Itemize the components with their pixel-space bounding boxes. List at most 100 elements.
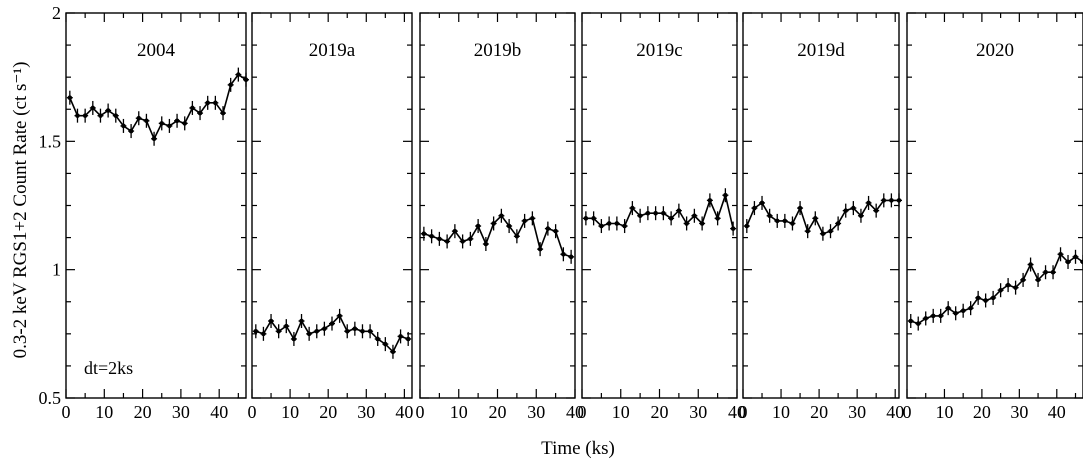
data-point [843,208,849,213]
x-tick-label: 20 [134,402,152,422]
data-point [723,192,728,198]
data-point [1043,269,1048,275]
data-point [243,77,249,83]
data-point [174,118,180,124]
data-point [383,341,388,347]
data-point [812,216,818,221]
data-point [268,318,274,324]
x-tick-label: 30 [689,402,707,422]
x-tick-label: 0 [739,402,748,422]
x-tick-label: 30 [1010,402,1028,422]
panel-2019d: 0 10 20 30 40 2019d [739,12,904,422]
data-point [676,208,682,213]
data-point [405,336,411,342]
data-point [437,236,442,242]
data-point [360,328,365,334]
data-point [499,213,504,219]
panel-title: 2020 [976,40,1014,61]
data-point [1080,259,1083,265]
panel-title: 2004 [137,40,176,61]
data-point [283,323,289,329]
x-tick-label: 40 [728,402,746,422]
y-tick-label: 2 [52,3,61,23]
data-point [767,213,772,219]
x-tick-label: 20 [319,402,337,422]
data-point [291,336,297,342]
data-point [329,321,335,326]
data-point [945,305,951,311]
data-point [938,313,944,319]
x-tick-label: 30 [357,402,375,422]
data-point [630,205,635,211]
data-point [553,228,558,234]
data-point [851,205,856,211]
data-point [314,328,320,334]
data-point [998,287,1003,293]
data-point [98,113,103,118]
series-line [910,252,1083,325]
data-point [881,198,887,203]
data-point [622,223,627,229]
x-tick-label: 10 [772,402,790,422]
data-point [253,328,259,334]
data-point [136,115,142,121]
x-tick-label: 0 [248,402,257,422]
data-point [684,221,689,226]
x-tick-label: 10 [281,402,299,422]
data-point [645,210,651,216]
data-point [367,328,373,334]
data-point [606,221,612,226]
data-point [90,105,96,111]
data-point [752,205,757,211]
data-point [983,298,988,303]
x-tick-label: 0 [903,402,912,422]
data-point [468,236,473,242]
data-point [75,113,80,118]
data-point [537,246,543,252]
panel-2019a: 0 10 20 30 40 2019a [248,12,413,422]
data-point [774,218,780,224]
x-tick-label: 10 [450,402,468,422]
data-point [561,251,566,257]
data-point [915,321,921,326]
x-tick-label: 10 [95,402,113,422]
data-point [236,72,241,77]
panel-frame [906,12,1083,399]
data-point [276,328,281,334]
data-point [790,221,795,226]
data-point [692,213,697,219]
data-point [506,223,512,229]
y-axis-label: 0.3-2 keV RGS1+2 Count Rate (ct s⁻¹) [10,62,31,359]
data-point [858,213,864,219]
y-axis: 0.5 1 1.5 2 [39,3,62,408]
data-point [1020,277,1026,283]
data-point [908,318,914,324]
data-point [128,128,134,134]
data-point [699,221,705,226]
panel-title: 2019d [797,40,845,61]
data-point [352,326,358,332]
x-tick-label: 30 [848,402,866,422]
data-point [1028,262,1033,267]
panel-2019b: 0 10 20 30 40 2019b [416,12,584,422]
data-point [197,110,203,116]
data-point [113,113,119,118]
data-point [797,205,803,211]
series-line [423,214,572,258]
panel-frame [251,12,413,399]
data-point [1065,259,1071,265]
x-tick-label: 10 [935,402,953,422]
data-point [668,216,674,221]
data-point [599,223,604,229]
data-point [444,239,450,244]
data-point [930,313,936,319]
data-point [1005,282,1011,288]
data-point [151,136,157,142]
x-tick-label: 20 [973,402,991,422]
data-point [421,231,427,237]
data-point [299,318,304,324]
series-line [69,73,247,141]
data-point [398,334,403,339]
data-point [322,326,327,332]
